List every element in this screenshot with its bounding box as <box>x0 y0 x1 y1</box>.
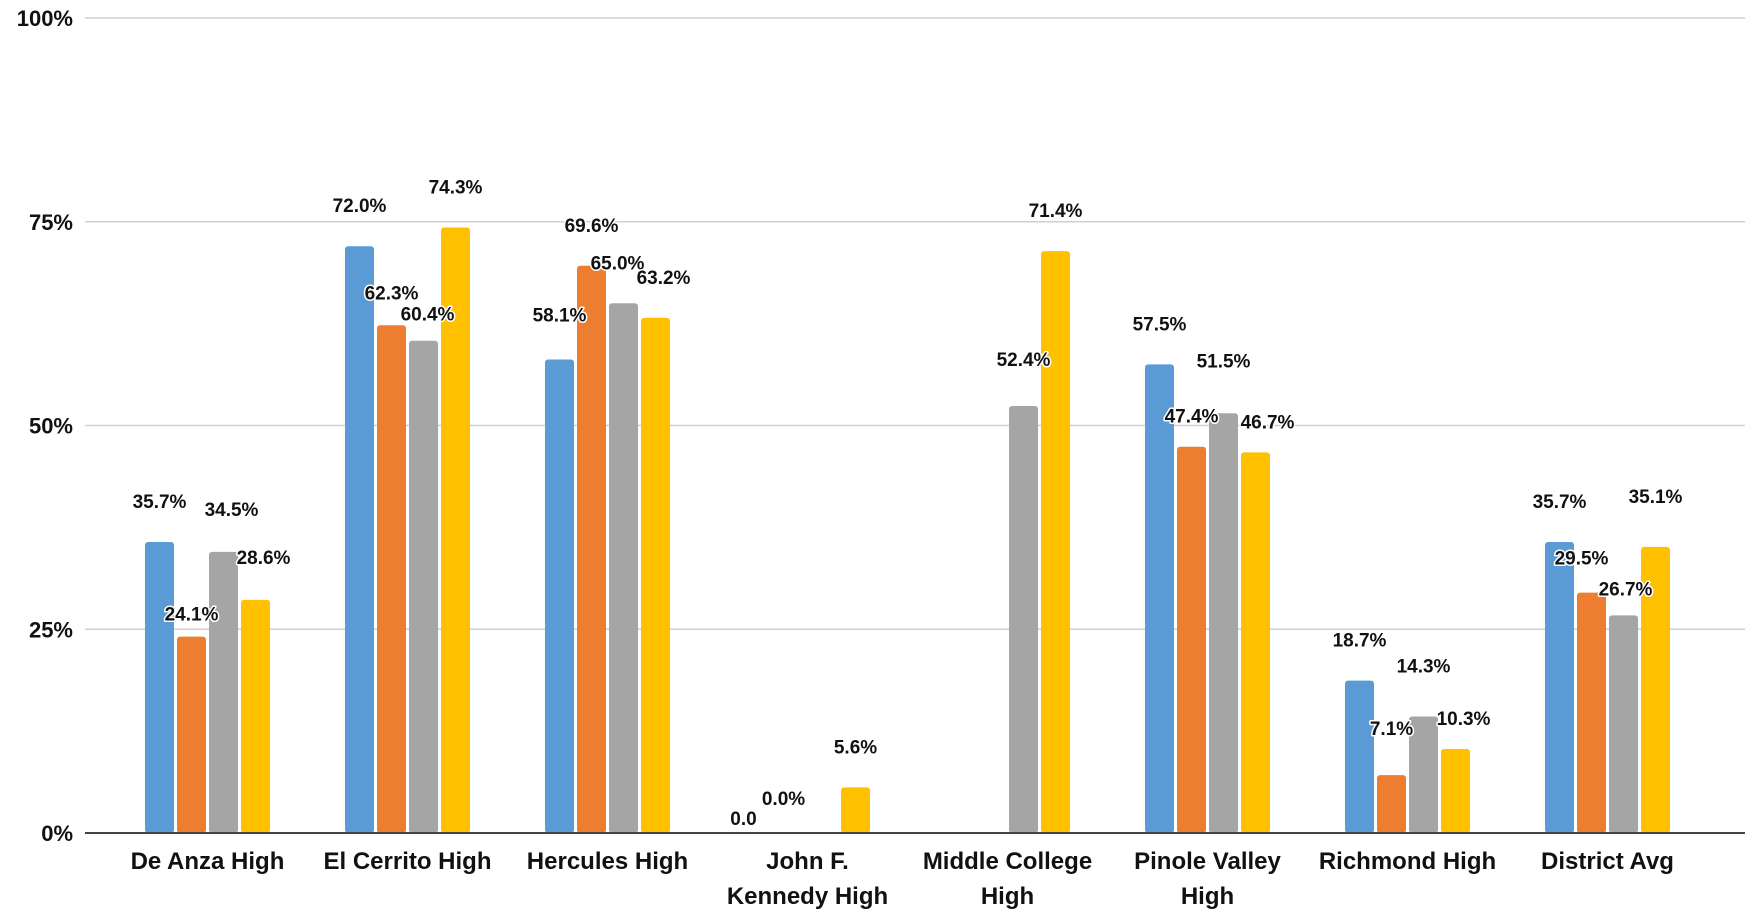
data-label: 35.7% <box>1533 492 1587 513</box>
bar <box>1441 749 1470 833</box>
data-label: 58.1% <box>533 305 587 326</box>
bar <box>641 317 670 833</box>
bar <box>841 787 870 833</box>
bars <box>145 227 1670 834</box>
y-axis-ticks: 0% 25% 50% 75% 100% <box>17 6 73 846</box>
y-tick-label: 25% <box>29 617 73 642</box>
data-label: 47.4% <box>1165 407 1219 428</box>
y-tick-label: 50% <box>29 414 73 439</box>
data-label: 29.5% <box>1555 549 1609 570</box>
bar <box>345 246 374 833</box>
data-label: 14.3% <box>1397 656 1451 677</box>
bar <box>1241 452 1270 833</box>
bar <box>1641 546 1670 833</box>
bar <box>1545 542 1574 833</box>
bar <box>609 303 638 833</box>
data-label: 57.5% <box>1133 314 1187 335</box>
data-label: 69.6% <box>565 216 619 237</box>
bar <box>177 636 206 833</box>
data-label: 35.7% <box>133 492 187 513</box>
bar <box>1177 446 1206 833</box>
bar <box>1409 716 1438 833</box>
bar <box>145 542 174 833</box>
bar <box>1609 615 1638 833</box>
x-tick-label: De Anza High <box>131 848 285 875</box>
x-axis-ticks: De Anza High El Cerrito High Hercules High… <box>131 848 1674 910</box>
gridlines <box>85 17 1745 630</box>
data-label: 65.0% <box>591 253 645 274</box>
data-label: 51.5% <box>1197 351 1251 372</box>
bar <box>545 359 574 833</box>
data-labels: 35.7% 24.1% 34.5% 28.6% 72.0% 62.3%60.4% 74.3%… <box>131 176 1684 832</box>
bar <box>209 551 238 833</box>
data-label: 63.2% <box>637 268 691 289</box>
x-tick-label: Kennedy High <box>727 883 888 910</box>
x-tick-label: El Cerrito High <box>323 848 491 875</box>
data-label: 46.7% <box>1241 412 1295 433</box>
data-label: 71.4% <box>1029 201 1083 222</box>
data-label: 35.1% <box>1629 487 1683 508</box>
x-tick-label: Hercules High <box>527 848 688 875</box>
data-label: 18.7% <box>1333 631 1387 652</box>
x-tick-label: Pinole Valley <box>1134 848 1281 875</box>
data-label: 5.6% <box>834 737 877 758</box>
bar <box>1345 680 1374 833</box>
bar <box>1145 364 1174 833</box>
data-label: 0.0% <box>762 789 805 810</box>
data-label: 60.4% <box>401 305 455 326</box>
x-tick-label: District Avg <box>1541 848 1674 875</box>
data-label: 52.4% <box>997 350 1051 371</box>
bar <box>577 265 606 833</box>
data-label: 72.0% <box>333 196 387 217</box>
bar <box>1041 251 1070 834</box>
x-tick-label: John F. <box>766 848 849 875</box>
data-label: 34.5% <box>205 500 259 521</box>
bar <box>377 325 406 833</box>
data-label: 24.1% <box>165 605 219 626</box>
bar <box>1209 413 1238 833</box>
data-label: 0.0 <box>730 809 756 830</box>
x-tick-label: High <box>1181 883 1234 910</box>
data-label: 28.6% <box>237 548 291 569</box>
data-label: 26.7% <box>1599 579 1653 600</box>
data-label: 74.3% <box>429 177 483 198</box>
x-tick-label: Middle College <box>923 848 1092 875</box>
bar <box>1009 405 1038 833</box>
bar <box>409 340 438 833</box>
y-tick-label: 0% <box>41 821 73 846</box>
y-tick-label: 75% <box>29 210 73 235</box>
bar <box>1377 775 1406 833</box>
data-label: 10.3% <box>1437 709 1491 730</box>
bar <box>1577 592 1606 833</box>
bar <box>241 599 270 833</box>
x-tick-label: Richmond High <box>1319 848 1496 875</box>
data-label: 7.1% <box>1370 719 1413 740</box>
data-label: 62.3% <box>365 283 419 304</box>
x-tick-label: High <box>981 883 1034 910</box>
bar <box>441 227 470 833</box>
y-tick-label: 100% <box>17 6 73 31</box>
